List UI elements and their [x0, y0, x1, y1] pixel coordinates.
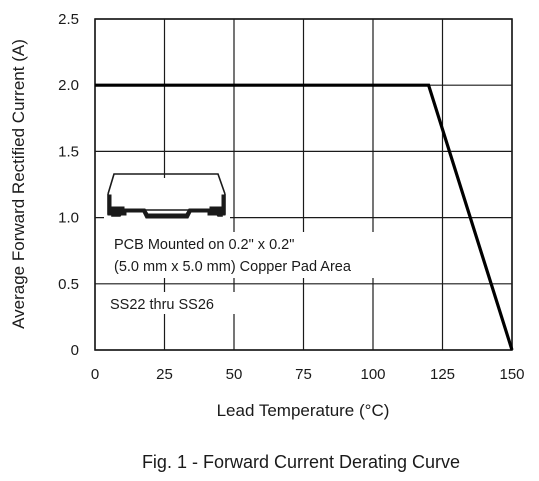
- derating-curve-line: [95, 83, 514, 351]
- y-tick-label: 1.5: [58, 143, 79, 160]
- y-tick-label: 0: [71, 342, 79, 359]
- annotation-part-range: SS22 thru SS26: [110, 297, 214, 313]
- x-tick-label: 75: [295, 366, 312, 383]
- x-tick-label: 100: [360, 366, 385, 383]
- y-tick-label: 2.5: [58, 11, 79, 28]
- annotation-pcb-mounted: PCB Mounted on 0.2" x 0.2": [114, 237, 294, 253]
- x-tick-label: 125: [430, 366, 455, 383]
- x-tick-label: 0: [91, 366, 99, 383]
- plot-frame: [94, 18, 513, 351]
- x-axis-title: Lead Temperature (°C): [217, 401, 390, 420]
- series-layer: [95, 83, 514, 351]
- y-tick-label: 2.0: [58, 77, 79, 94]
- x-tick-label: 150: [499, 366, 524, 383]
- y-tick-label: 0.5: [58, 276, 79, 293]
- y-axis-title: Average Forward Rectified Current (A): [9, 39, 28, 329]
- annotation-copper-pad-area: (5.0 mm x 5.0 mm) Copper Pad Area: [114, 259, 352, 275]
- smd-package-icon: [104, 173, 230, 238]
- figure-caption: Fig. 1 - Forward Current Derating Curve: [142, 452, 460, 472]
- y-tick-labels: 0 0.5 1.0 1.5 2.0 2.5: [58, 11, 79, 359]
- x-tick-labels: 0 25 50 75 100 125 150: [91, 366, 525, 383]
- x-tick-label: 50: [226, 366, 243, 383]
- x-tick-label: 25: [156, 366, 173, 383]
- y-tick-label: 1.0: [58, 210, 79, 227]
